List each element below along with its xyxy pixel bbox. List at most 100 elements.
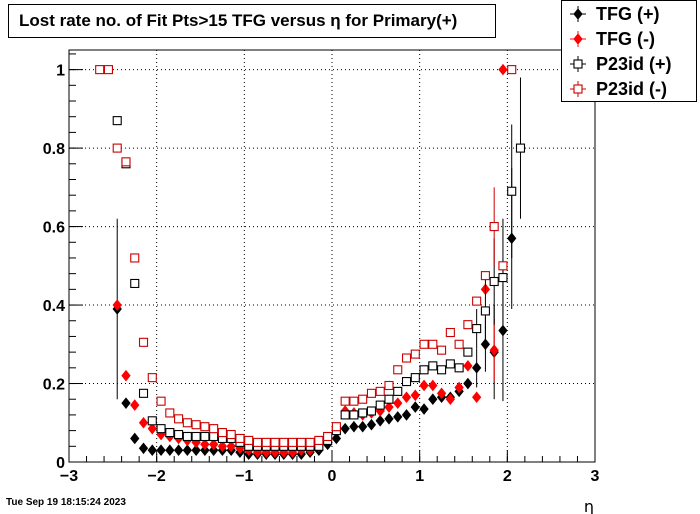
series-2-point-33 [401, 377, 412, 387]
legend-entry-1: TFG (-) [562, 27, 696, 51]
series-2-point-32 [393, 386, 403, 396]
series-2-point-36 [428, 361, 438, 371]
series-3-point-9 [174, 414, 184, 424]
series-2-point-46 [515, 143, 526, 153]
legend-entry-2: P23id (+) [562, 52, 696, 76]
series-3-point-25 [314, 435, 324, 445]
series-0-point-27 [349, 420, 359, 433]
series-2-point-26 [340, 410, 350, 420]
series-3-point-39 [437, 345, 447, 355]
series-0-point-29 [366, 418, 377, 431]
legend-marker-shape-1 [573, 33, 583, 45]
series-2-point-0 [112, 116, 122, 126]
series-2-point-44 [498, 273, 508, 283]
legend-entry-0: TFG (+) [562, 2, 696, 26]
series-3-point-6 [147, 373, 157, 383]
legend-label-3: P23id (-) [596, 79, 668, 99]
series-2-point-39 [454, 363, 464, 373]
series-1-point-41 [472, 391, 482, 404]
plot-background [69, 50, 595, 462]
series-0-point-9 [191, 444, 201, 457]
series-0-point-32 [393, 411, 403, 423]
series-3-point-17 [244, 435, 254, 445]
series-0-point-4 [147, 444, 157, 457]
series-3-point-5 [138, 337, 149, 347]
series-2-point-6 [165, 428, 175, 438]
series-1-point-1 [121, 369, 131, 382]
series-3-point-47 [507, 65, 517, 75]
legend-marker-shape-2 [573, 59, 583, 69]
series-0-point-42 [480, 338, 491, 351]
series-1-point-31 [384, 401, 394, 413]
series-3-point-36 [410, 349, 420, 359]
series-1-point-43 [489, 344, 499, 356]
series-3-point-35 [401, 353, 412, 363]
series-1-point-36 [428, 379, 438, 392]
series-2-point-9 [191, 431, 201, 442]
series-2-point-41 [472, 324, 482, 334]
series-3-point-14 [217, 428, 227, 438]
series-3-point-19 [261, 437, 271, 447]
series-3-point-24 [305, 437, 315, 447]
x-tick-label-6: 3 [591, 468, 600, 485]
x-axis-label: η [584, 497, 594, 514]
series-3-point-11 [191, 420, 201, 430]
x-tick-label-2: −1 [235, 468, 253, 485]
series-0-point-3 [138, 442, 149, 455]
series-0-point-28 [358, 420, 368, 433]
series-1-point-44 [498, 63, 508, 76]
series-2-point-43 [489, 276, 499, 287]
y-tick-label-0: 0 [56, 455, 65, 472]
series-3-point-7 [156, 396, 166, 406]
series-3-point-27 [331, 422, 341, 432]
series-1-point-33 [401, 391, 412, 404]
series-1-point-13 [226, 440, 236, 453]
series-3-point-8 [165, 408, 175, 418]
y-tick-label-3: 0.6 [43, 220, 65, 237]
series-2-point-2 [130, 278, 140, 289]
series-1-point-35 [419, 379, 429, 392]
series-0-point-35 [419, 403, 429, 415]
legend-marker-0 [570, 6, 586, 22]
series-3-point-32 [375, 386, 385, 396]
legend-marker-shape-3 [573, 84, 583, 94]
series-3-point-12 [200, 422, 210, 432]
series-1-point-10 [200, 438, 210, 451]
series-1-point-34 [410, 389, 420, 402]
series-2-point-7 [174, 429, 184, 440]
series-3-point-44 [480, 271, 490, 281]
series-1-point-40 [463, 360, 473, 372]
x-tick-label-0: −3 [60, 468, 78, 485]
y-tick-label-2: 0.4 [43, 298, 65, 315]
legend-entry-3: P23id (-) [562, 77, 696, 101]
series-0-point-6 [165, 444, 175, 457]
series-3-point-41 [454, 339, 464, 349]
series-2-point-3 [138, 388, 149, 398]
series-3-point-46 [498, 261, 508, 271]
series-2-point-5 [156, 424, 166, 434]
series-3-point-23 [296, 437, 306, 447]
series-2-point-4 [147, 416, 157, 426]
series-2-point-40 [463, 347, 473, 357]
series-3-point-20 [270, 437, 280, 447]
series-2-point-42 [480, 306, 490, 316]
legend-label-0: TFG (+) [596, 4, 660, 24]
series-0 [112, 167, 517, 460]
series-3-point-18 [252, 437, 263, 447]
x-tick-label-5: 2 [503, 468, 512, 485]
series-3-point-40 [445, 327, 455, 338]
series-2-point-45 [507, 186, 517, 196]
series-3-point-33 [384, 380, 394, 391]
legend-marker-shape-0 [573, 8, 583, 20]
series-2-point-28 [358, 408, 368, 418]
series-3-point-10 [182, 418, 192, 428]
legend-marker-3 [570, 81, 586, 97]
series-0-point-40 [463, 377, 473, 390]
series-3-point-37 [419, 339, 429, 349]
series-3-point-45 [489, 222, 499, 232]
x-tick-label-1: −2 [148, 468, 166, 485]
series-3-point-2 [112, 143, 122, 153]
series-1-point-38 [445, 393, 455, 406]
series-1-point-3 [138, 416, 149, 429]
